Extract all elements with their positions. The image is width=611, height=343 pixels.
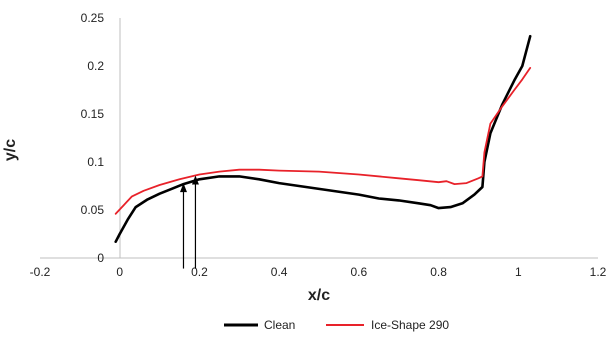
x-tick-label: 0.6	[351, 265, 368, 279]
y-tick-labels: 0 0.05 0.1 0.15 0.2 0.25	[81, 11, 105, 265]
series-layer	[114, 34, 532, 243]
series-line-ice-shape-290	[114, 67, 532, 215]
x-tick-label: 0.8	[430, 265, 447, 279]
annotation-arrow	[191, 175, 199, 269]
y-tick-label: 0	[97, 251, 104, 265]
y-axis-label: y/c	[2, 139, 19, 161]
y-tick-label: 0.05	[81, 203, 105, 217]
y-tick-label: 0.15	[81, 107, 105, 121]
x-tick-label: 0	[116, 265, 123, 279]
x-tick-label: 0.2	[191, 265, 208, 279]
x-tick-label: 1.2	[590, 265, 607, 279]
y-tick-label: 0.2	[87, 59, 104, 73]
legend-label-clean: Clean	[264, 318, 295, 332]
legend: Clean Ice-Shape 290	[224, 318, 449, 332]
annotation-layer	[179, 175, 199, 269]
series-line-clean	[114, 34, 532, 243]
legend-label-ice-shape-290: Ice-Shape 290	[371, 318, 449, 332]
x-tick-label: 1	[515, 265, 522, 279]
annotation-arrow	[179, 183, 187, 269]
y-tick-label: 0.1	[87, 155, 104, 169]
x-tick-label: 0.4	[271, 265, 288, 279]
x-tick-labels: -0.2 0 0.2 0.4 0.6 0.8 1 1.2	[30, 265, 607, 279]
x-axis-label: x/c	[308, 287, 330, 304]
x-tick-label: -0.2	[30, 265, 51, 279]
y-tick-label: 0.25	[81, 11, 105, 25]
